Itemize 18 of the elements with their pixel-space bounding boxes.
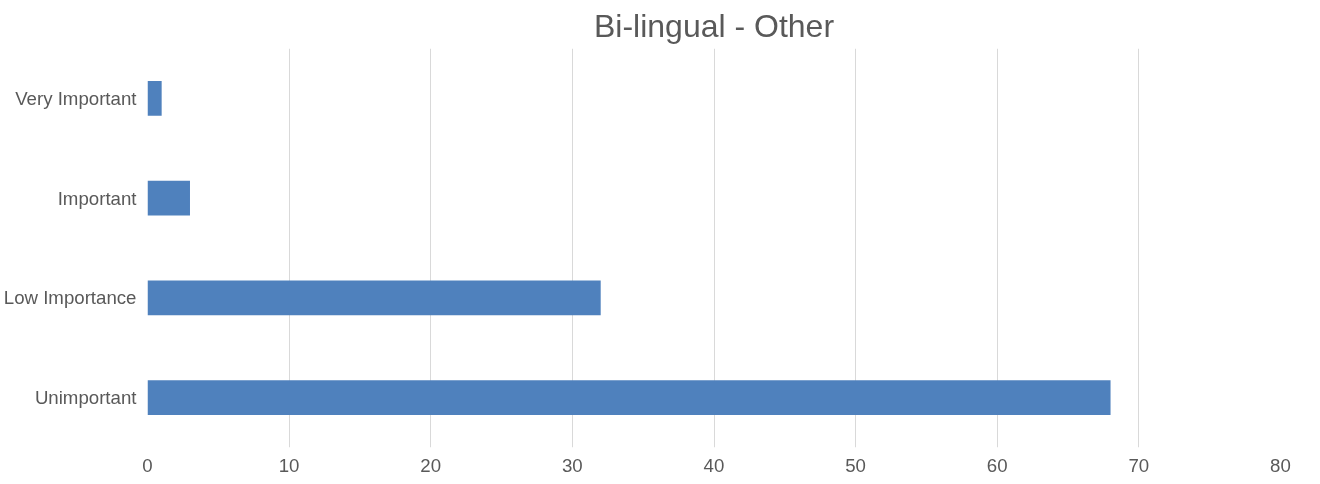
x-tick-label: 30 [562, 454, 583, 476]
x-tick-label: 60 [986, 454, 1008, 476]
x-tick-label: 80 [1270, 454, 1291, 476]
y-tick-label: Important [57, 187, 138, 209]
bar [147, 380, 1111, 416]
bar [147, 80, 162, 116]
chart-title: Bi-lingual - Other [593, 7, 835, 44]
x-tick-label: 0 [142, 454, 153, 476]
y-tick-label: Low Importance [3, 287, 137, 309]
x-tick-label: 20 [420, 454, 442, 476]
x-tick-label: 40 [703, 454, 725, 476]
x-tick-label: 10 [278, 454, 300, 476]
y-tick-label: Unimportant [34, 387, 138, 409]
x-tick-label: 50 [845, 454, 867, 476]
bar [147, 180, 190, 216]
bar [147, 280, 601, 316]
x-tick-label: 70 [1128, 454, 1150, 476]
y-tick-label: Very Important [15, 87, 138, 109]
